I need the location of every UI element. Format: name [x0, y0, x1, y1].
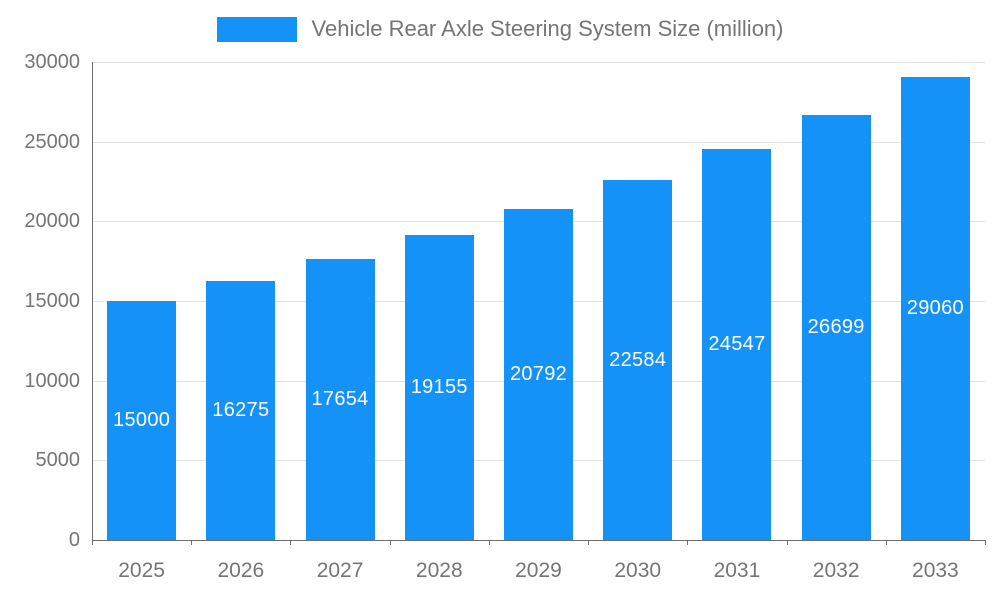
- legend-swatch: [216, 16, 297, 42]
- y-axis-line: [92, 62, 93, 540]
- x-tick-label: 2032: [812, 559, 860, 582]
- y-tick-label: 0: [68, 529, 80, 551]
- y-tick-label: 10000: [24, 369, 80, 392]
- legend-label: Vehicle Rear Axle Steering System Size (…: [311, 16, 784, 41]
- x-axis-tick: [290, 540, 292, 545]
- bar-value-label: 22584: [609, 348, 667, 371]
- bar-value-label: 19155: [410, 375, 468, 398]
- gridline: [92, 141, 985, 143]
- y-tick-label: 15000: [24, 290, 80, 312]
- y-tick-label: 25000: [24, 130, 80, 153]
- x-tick-label: 2026: [217, 559, 265, 582]
- x-axis-tick: [488, 540, 490, 545]
- x-tick-label: 2033: [912, 559, 959, 582]
- x-tick-label: 2029: [515, 559, 562, 582]
- x-axis-tick: [92, 540, 93, 545]
- gridline: [92, 62, 985, 63]
- x-axis-tick: [191, 540, 193, 545]
- x-axis-tick: [786, 540, 788, 545]
- y-tick-label: 30000: [24, 51, 80, 73]
- bar-value-label: 15000: [113, 409, 171, 431]
- bar[interactable]: 19155: [404, 234, 474, 540]
- chart-legend: Vehicle Rear Axle Steering System Size (…: [0, 16, 1000, 42]
- x-axis-tick: [389, 540, 391, 545]
- y-tick-label: 20000: [24, 210, 80, 233]
- x-axis-baseline: [92, 540, 985, 541]
- bar[interactable]: 16275: [206, 280, 276, 540]
- plot-area: 15000 16275 17654 19155 20792 22584 24547 26699…: [92, 62, 985, 541]
- bar-value-label: 16275: [212, 398, 270, 421]
- y-tick-label: 5000: [35, 449, 81, 472]
- x-tick-label: 2028: [415, 559, 463, 582]
- bar-value-label: 20792: [509, 362, 568, 385]
- x-tick-label: 2031: [713, 559, 761, 582]
- bar[interactable]: 15000: [107, 301, 177, 540]
- bar-value-label: 24547: [708, 332, 766, 355]
- bar-value-label: 29060: [906, 296, 964, 319]
- x-tick-label: 2030: [614, 559, 662, 582]
- bar[interactable]: 20792: [504, 208, 573, 540]
- x-axis-tick: [985, 540, 986, 545]
- x-axis-tick: [885, 540, 887, 545]
- x-tick-label: 2025: [118, 559, 165, 582]
- x-axis-tick: [687, 540, 689, 545]
- bar[interactable]: 24547: [702, 148, 772, 540]
- x-tick-label: 2027: [316, 559, 364, 582]
- bar-value-label: 17654: [311, 387, 369, 410]
- x-axis-tick: [588, 540, 590, 545]
- bar[interactable]: 26699: [801, 114, 871, 540]
- bar[interactable]: 17654: [305, 258, 375, 540]
- bar-value-label: 26699: [807, 315, 865, 338]
- bar[interactable]: 29060: [900, 76, 970, 540]
- bar[interactable]: 22584: [603, 180, 673, 540]
